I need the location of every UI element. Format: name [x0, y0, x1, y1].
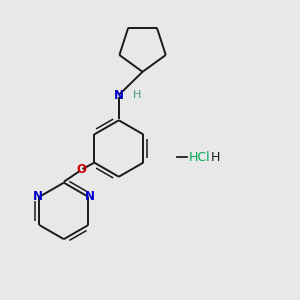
Text: N: N: [33, 190, 43, 203]
Text: H: H: [211, 151, 220, 164]
Text: HCl: HCl: [189, 151, 210, 164]
Text: O: O: [76, 164, 86, 176]
Text: N: N: [85, 190, 95, 203]
Text: N: N: [114, 88, 124, 101]
Text: H: H: [132, 90, 141, 100]
